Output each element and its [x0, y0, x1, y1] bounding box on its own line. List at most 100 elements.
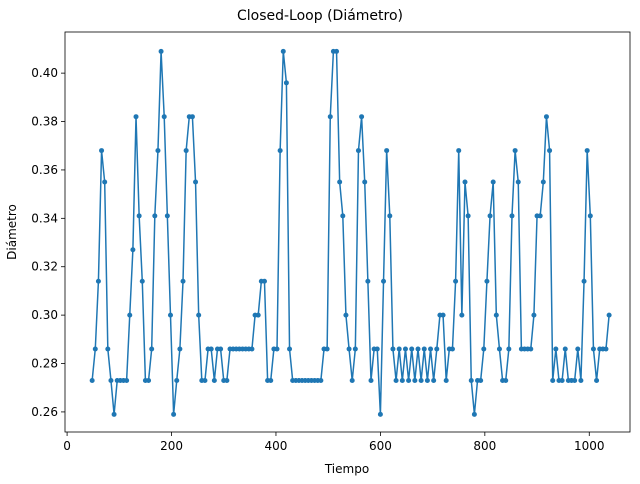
chart-title: Closed-Loop (Diámetro) — [237, 8, 403, 24]
point — [268, 377, 274, 383]
point — [105, 346, 111, 352]
point — [208, 346, 214, 352]
point — [274, 346, 280, 352]
point — [431, 377, 437, 383]
point — [384, 148, 390, 154]
point — [399, 377, 405, 383]
point — [261, 278, 267, 284]
point — [506, 346, 512, 352]
point — [377, 411, 383, 417]
point — [531, 312, 537, 318]
point — [255, 312, 261, 318]
point — [572, 377, 578, 383]
point — [359, 114, 365, 120]
x-axis-label: Tiempo — [324, 462, 369, 476]
point — [158, 48, 164, 54]
point — [130, 247, 136, 253]
point — [327, 114, 333, 120]
point — [249, 346, 255, 352]
plot-frame — [64, 31, 631, 433]
point — [459, 312, 465, 318]
point — [590, 346, 596, 352]
point — [387, 213, 393, 219]
point — [89, 377, 95, 383]
point — [456, 148, 462, 154]
point — [343, 312, 349, 318]
point — [462, 179, 468, 185]
x-tick-label: 600 — [369, 439, 392, 453]
point — [603, 346, 609, 352]
point — [146, 377, 152, 383]
point — [193, 179, 199, 185]
point — [471, 411, 477, 417]
point — [409, 346, 415, 352]
point — [337, 179, 343, 185]
point — [550, 377, 556, 383]
point — [478, 377, 484, 383]
point — [324, 346, 330, 352]
point — [161, 114, 167, 120]
point — [540, 179, 546, 185]
x-tick-label: 800 — [473, 439, 496, 453]
x-tick-label: 0 — [63, 439, 71, 453]
point — [139, 278, 145, 284]
point — [171, 411, 177, 417]
point — [340, 213, 346, 219]
point — [412, 377, 418, 383]
point — [318, 377, 324, 383]
point — [189, 114, 195, 120]
point — [111, 411, 117, 417]
point — [402, 346, 408, 352]
point — [434, 346, 440, 352]
point — [133, 114, 139, 120]
y-tick-label: 0.26 — [31, 405, 58, 419]
point — [465, 213, 471, 219]
y-tick-label: 0.34 — [31, 211, 58, 225]
point — [155, 148, 161, 154]
point — [543, 114, 549, 120]
y-tick-label: 0.36 — [31, 163, 58, 177]
point — [374, 346, 380, 352]
point — [224, 377, 230, 383]
point — [349, 377, 355, 383]
point — [393, 377, 399, 383]
point — [183, 148, 189, 154]
point — [149, 346, 155, 352]
point — [606, 312, 612, 318]
point — [280, 48, 286, 54]
point — [152, 213, 158, 219]
point — [287, 346, 293, 352]
y-tick-label: 0.40 — [31, 66, 58, 80]
point — [390, 346, 396, 352]
point — [196, 312, 202, 318]
point — [346, 346, 352, 352]
point — [490, 179, 496, 185]
x-tick-label: 200 — [160, 439, 183, 453]
point — [365, 278, 371, 284]
point — [177, 346, 183, 352]
point — [584, 148, 590, 154]
point — [537, 213, 543, 219]
point — [283, 80, 289, 86]
point — [493, 312, 499, 318]
point — [468, 377, 474, 383]
y-tick-label: 0.38 — [31, 115, 58, 129]
point — [406, 377, 412, 383]
point — [594, 377, 600, 383]
point — [362, 179, 368, 185]
point — [562, 346, 568, 352]
line — [91, 50, 610, 415]
point — [211, 377, 217, 383]
point — [443, 377, 449, 383]
point — [581, 278, 587, 284]
point — [481, 346, 487, 352]
point — [218, 346, 224, 352]
point — [515, 179, 521, 185]
point — [164, 213, 170, 219]
point — [415, 346, 421, 352]
point — [167, 312, 173, 318]
point — [127, 312, 133, 318]
x-tick-label: 1000 — [574, 439, 605, 453]
point — [553, 346, 559, 352]
